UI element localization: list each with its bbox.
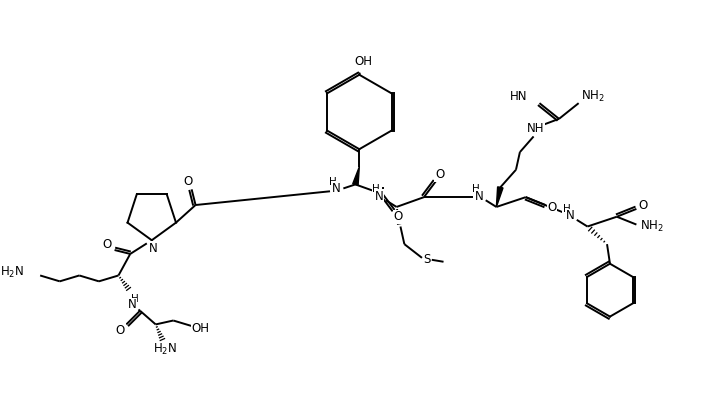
Text: N: N [150,242,158,255]
Text: N: N [475,190,483,203]
Text: N: N [128,298,137,311]
Text: NH$_2$: NH$_2$ [581,89,605,104]
Text: S: S [423,253,430,266]
Text: O: O [639,200,648,213]
Text: O: O [394,210,403,223]
Text: N: N [565,209,574,222]
Text: O: O [183,175,192,188]
Text: OH: OH [192,322,210,335]
Text: H$_2$N: H$_2$N [0,265,25,280]
Polygon shape [352,167,359,185]
Text: OH: OH [355,55,372,68]
Text: H: H [563,204,571,214]
Text: H: H [372,184,380,194]
Text: H$_2$N: H$_2$N [154,342,178,357]
Text: H: H [329,177,337,187]
Text: N: N [331,182,340,195]
Text: H: H [472,184,479,194]
Text: O: O [548,202,557,215]
Text: H: H [131,294,139,304]
Text: O: O [435,168,444,181]
Text: HN: HN [510,90,528,103]
Polygon shape [496,187,503,207]
Text: NH: NH [526,122,544,135]
Text: NH$_2$: NH$_2$ [640,219,664,234]
Text: N: N [375,190,383,203]
Text: O: O [116,324,125,337]
Text: O: O [102,237,112,251]
